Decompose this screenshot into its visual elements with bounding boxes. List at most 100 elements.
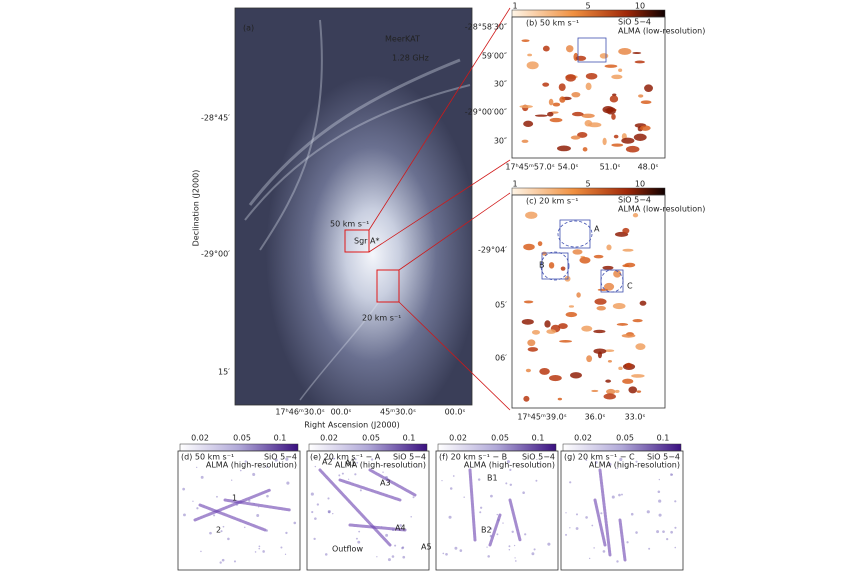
emission-dot — [646, 510, 650, 514]
emission-dot — [463, 496, 465, 498]
emission-dot — [266, 494, 269, 498]
emission-dot — [213, 514, 216, 517]
colorbar-tick: 5 — [585, 2, 590, 11]
emission-dot — [254, 551, 257, 553]
emission-blob — [602, 105, 614, 114]
y-tick-label: -29°00′00″ — [465, 108, 507, 117]
emission-dot — [370, 458, 374, 461]
emission-dot — [284, 553, 287, 555]
emission-dot — [575, 513, 579, 516]
emission-streak — [223, 498, 292, 512]
emission-streak — [338, 478, 402, 502]
emission-blob — [565, 74, 577, 82]
emission-dot — [235, 503, 239, 506]
emission-dot — [338, 474, 341, 477]
emission-dot — [220, 530, 223, 533]
x-tick-label: 54.0ˢ — [558, 163, 579, 172]
emission-blob — [621, 137, 635, 144]
emission-dot — [327, 497, 330, 500]
annotation: 1 — [232, 494, 237, 503]
emission-blob — [559, 96, 566, 103]
emission-blob — [521, 318, 534, 325]
emission-dot — [630, 512, 634, 516]
telescope: MeerKAT — [385, 35, 420, 44]
panel-label: (c) 20 km s⁻¹ — [526, 197, 578, 206]
emission-dot — [258, 545, 261, 548]
emission-dot — [258, 547, 261, 550]
x-tick-label: 36.0ˢ — [585, 413, 606, 422]
emission-dot — [454, 546, 458, 550]
emission-dot — [391, 528, 395, 532]
emission-dot — [635, 460, 638, 463]
emission-dot — [314, 517, 317, 520]
emission-dot — [511, 530, 514, 533]
region-boxes — [540, 219, 624, 293]
emission-dot — [621, 493, 623, 496]
emission-blob — [526, 61, 539, 70]
emission-blob — [614, 389, 620, 393]
emission-dot — [445, 552, 448, 556]
emission-dot — [662, 530, 665, 534]
emission-streak — [318, 468, 392, 547]
emission-dot — [611, 495, 615, 499]
emission-dot — [394, 544, 397, 547]
emission-dot — [356, 461, 359, 464]
emission-dot — [385, 533, 389, 537]
emission-dot — [509, 483, 513, 486]
emission-dot — [280, 546, 283, 549]
x-tick-label: 45ᵐ30.0ˢ — [380, 408, 416, 417]
emission-dot — [313, 537, 316, 541]
emission-blob — [622, 227, 630, 234]
emission-blob — [568, 305, 575, 308]
filaments — [244, 19, 471, 401]
emission-dot — [448, 515, 452, 519]
emission-blob — [633, 133, 647, 141]
panel-label: (e) 20 km s⁻¹ − A — [310, 453, 381, 462]
emission-streak — [198, 503, 267, 532]
colorbar — [308, 443, 428, 452]
y-tick-label: 30″ — [494, 137, 507, 146]
emission-blob — [618, 68, 623, 73]
emission-blob — [547, 111, 554, 117]
emission-dot — [565, 533, 568, 536]
emission-dot — [376, 556, 378, 558]
emission-dot — [531, 552, 535, 556]
x-tick-label: 17ʰ45ᵐ39.0ˢ — [517, 413, 566, 422]
annotation: 2 — [216, 526, 221, 535]
colorbar-tick: 0.02 — [191, 434, 209, 443]
emission-blob — [593, 254, 604, 259]
emission-dot — [412, 496, 415, 499]
y-tick-label: 06′ — [495, 354, 507, 363]
emission-blob — [625, 362, 632, 369]
emission-blob — [607, 359, 612, 363]
emission-blob — [599, 53, 609, 59]
x-tick-label: 17ʰ46ᵐ30.0ˢ — [275, 408, 324, 417]
emission-dot — [459, 549, 463, 552]
emission-blob — [527, 53, 533, 57]
emission-dot — [359, 489, 362, 492]
colorbar-tick: 0.05 — [362, 434, 380, 443]
y-tick-label: 15′ — [218, 368, 230, 377]
annotation: 20 km s⁻¹ — [362, 314, 401, 323]
emission-blob — [640, 100, 652, 104]
emission-dot — [508, 545, 511, 548]
emission-blob — [558, 83, 566, 91]
emission-dot — [244, 526, 246, 529]
emission-dot — [354, 473, 357, 476]
emission-dot — [221, 558, 225, 562]
panel-label: (f) 20 km s⁻¹ − B — [439, 453, 507, 462]
emission-blob — [593, 329, 606, 334]
region-label: C — [627, 282, 633, 291]
emission-blob — [534, 114, 548, 117]
emission-dot — [658, 499, 662, 503]
emission-dot — [670, 473, 673, 476]
emission-blob — [549, 375, 562, 382]
emission-dot — [479, 511, 482, 514]
emission-dot — [327, 510, 331, 514]
annotation: B1 — [487, 474, 498, 483]
instrument: ALMA (high-resolution) — [335, 461, 426, 470]
emission-blob — [539, 367, 550, 375]
region-label: A — [594, 225, 600, 234]
emission-dot — [502, 522, 504, 524]
emission-blob — [525, 211, 538, 219]
